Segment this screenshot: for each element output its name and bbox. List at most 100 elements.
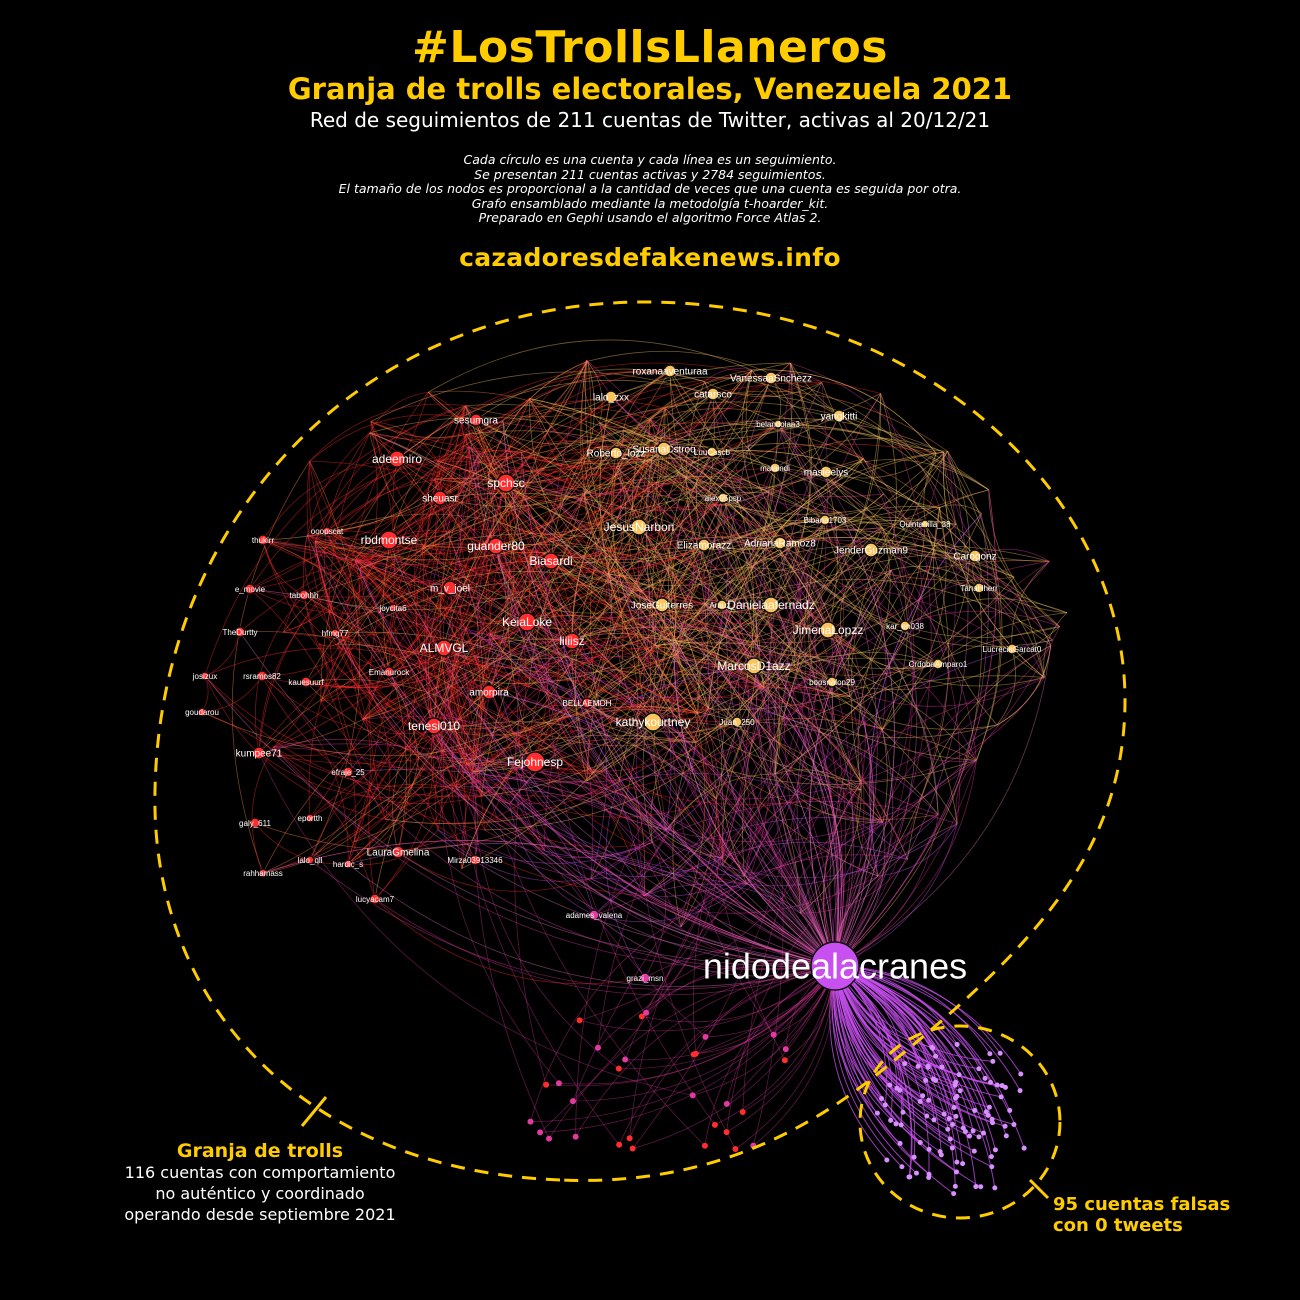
account-node-JimenaLopzz[interactable] [819, 621, 837, 639]
fake-account-node[interactable] [915, 1063, 921, 1069]
account-node-Danielaafernadz[interactable] [762, 596, 780, 614]
account-node-liiiisz[interactable] [563, 632, 581, 650]
account-node-josizux[interactable] [200, 671, 210, 681]
fake-account-node[interactable] [990, 1120, 996, 1126]
fake-account-node[interactable] [960, 1161, 966, 1167]
fake-account-node[interactable] [954, 1041, 960, 1047]
fake-account-node[interactable] [990, 1058, 996, 1064]
account-node-Fejohnesp[interactable] [524, 751, 546, 773]
account-node[interactable] [622, 1056, 629, 1063]
fake-account-node[interactable] [941, 1111, 947, 1117]
account-node-hardic_s[interactable] [343, 859, 353, 869]
account-node-JoseGuiterres[interactable] [654, 597, 670, 613]
fake-account-node[interactable] [1002, 1123, 1008, 1129]
account-node-tenesi010[interactable] [425, 717, 443, 735]
fake-account-node[interactable] [957, 1088, 963, 1094]
fake-account-node[interactable] [987, 1051, 993, 1057]
site-link[interactable]: cazadoresdefakenews.info [459, 243, 841, 272]
account-node-KeiaLoke[interactable] [517, 612, 537, 632]
fake-account-node[interactable] [926, 1175, 932, 1181]
fake-account-node[interactable] [960, 1125, 966, 1131]
account-node[interactable] [723, 1129, 730, 1136]
account-node[interactable] [543, 1081, 550, 1088]
fake-account-node[interactable] [1021, 1145, 1027, 1151]
account-node[interactable] [626, 1135, 633, 1142]
account-node-Biasardi[interactable] [542, 552, 560, 570]
fake-account-node[interactable] [992, 1185, 998, 1191]
fake-account-node[interactable] [917, 1140, 923, 1146]
account-node[interactable] [732, 1145, 739, 1152]
account-node-alex95psp[interactable] [717, 492, 729, 504]
account-node-kathykourtney[interactable] [643, 712, 663, 732]
account-node-adames_valena[interactable] [588, 909, 600, 921]
fake-account-node[interactable] [924, 1113, 930, 1119]
account-node-grazi_msn[interactable] [639, 972, 651, 984]
fake-account-node[interactable] [888, 1117, 894, 1123]
account-node-Mirza03913346[interactable] [469, 854, 481, 866]
fake-account-node[interactable] [982, 1075, 988, 1081]
account-node-SusanaCstroq[interactable] [656, 441, 672, 457]
account-node[interactable] [537, 1129, 544, 1136]
fake-account-node[interactable] [953, 1113, 959, 1119]
fake-account-node[interactable] [911, 1154, 917, 1160]
account-node-adeemiro[interactable] [388, 450, 406, 468]
fake-account-node[interactable] [898, 1122, 904, 1128]
fake-account-node[interactable] [933, 1053, 939, 1059]
fake-account-node[interactable] [1011, 1121, 1017, 1127]
fake-account-node[interactable] [954, 1159, 960, 1165]
account-node-JenderGuzman9[interactable] [863, 542, 879, 558]
fake-account-node[interactable] [953, 1169, 959, 1175]
fake-account-node[interactable] [973, 1184, 979, 1190]
account-node-lalo_qll[interactable] [305, 855, 315, 865]
fake-account-node[interactable] [920, 1093, 926, 1099]
fake-account-node[interactable] [882, 1102, 888, 1108]
account-node-sheuasr[interactable] [432, 490, 448, 506]
fake-account-node[interactable] [983, 1109, 989, 1115]
account-node-hfmg77[interactable] [330, 628, 340, 638]
fake-account-node[interactable] [998, 1094, 1004, 1100]
fake-account-node[interactable] [988, 1154, 994, 1160]
fake-account-node[interactable] [907, 1174, 913, 1180]
fake-account-node[interactable] [989, 1164, 995, 1170]
account-node-catarsco[interactable] [706, 387, 720, 401]
account-node-Carogonz[interactable] [968, 549, 982, 563]
account-node-JesusNarbon[interactable] [630, 518, 648, 536]
fake-account-node[interactable] [900, 1109, 906, 1115]
fake-account-node[interactable] [925, 1063, 931, 1069]
account-node-joycita6[interactable] [388, 603, 398, 613]
fake-account-node[interactable] [970, 1128, 976, 1134]
account-node-AdrianaRamoz8[interactable] [773, 536, 787, 550]
account-node[interactable] [723, 1100, 730, 1107]
account-node-guander80[interactable] [487, 537, 505, 555]
account-node-ALMVGL[interactable] [435, 639, 453, 657]
fake-account-node[interactable] [951, 1104, 957, 1110]
account-node-m_v_joel[interactable] [442, 580, 458, 596]
fake-account-node[interactable] [884, 1157, 890, 1163]
account-node-galy_611[interactable] [249, 817, 261, 829]
fake-account-node[interactable] [1003, 1133, 1009, 1139]
fake-account-node[interactable] [1007, 1107, 1013, 1113]
account-node-efraje_25[interactable] [342, 766, 354, 778]
account-node[interactable] [643, 1009, 650, 1016]
account-node-ooopscat[interactable] [322, 526, 332, 536]
fake-account-node[interactable] [1002, 1084, 1008, 1090]
fake-account-node[interactable] [956, 1072, 962, 1078]
account-node-Roberto_lozz[interactable] [609, 446, 623, 460]
fake-account-node[interactable] [971, 1148, 977, 1154]
account-node-tabohhh[interactable] [298, 589, 310, 601]
fake-account-node[interactable] [887, 1082, 893, 1088]
fake-account-node[interactable] [952, 1095, 958, 1101]
fake-account-node[interactable] [914, 1170, 920, 1176]
fake-account-node[interactable] [879, 1096, 885, 1102]
account-node-LauraGmelina[interactable] [391, 845, 405, 859]
fake-account-node[interactable] [1018, 1071, 1024, 1077]
fake-account-node[interactable] [972, 1107, 978, 1113]
account-node-amorpira[interactable] [481, 684, 497, 700]
fake-account-node[interactable] [1017, 1088, 1023, 1094]
account-node-kauesuurf[interactable] [300, 676, 312, 688]
account-node-lalo_zxx[interactable] [604, 390, 618, 404]
account-node-LuuCascb[interactable] [706, 446, 718, 458]
account-node[interactable] [616, 1141, 623, 1148]
fake-account-node[interactable] [978, 1184, 984, 1190]
fake-account-node[interactable] [980, 1130, 986, 1136]
